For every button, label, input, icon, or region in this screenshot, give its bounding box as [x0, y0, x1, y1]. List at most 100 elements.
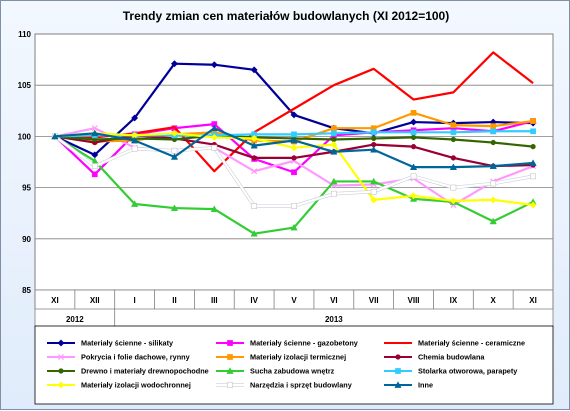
data-point: [410, 173, 417, 180]
year-label-2012: 2012: [66, 315, 84, 324]
data-point: [529, 201, 537, 209]
legend-label: Materiały ścienne - silikaty: [81, 339, 174, 348]
data-point: [210, 133, 218, 141]
data-point: [291, 131, 297, 138]
y-tick-label: 95: [22, 184, 31, 193]
legend-marker: [57, 339, 65, 347]
legend-label: Narzędzia i sprzęt budowlany: [250, 381, 353, 390]
data-point: [130, 200, 139, 207]
data-point: [530, 128, 536, 135]
legend-item-4: Pokrycia i folie dachowe, rynny: [47, 353, 191, 362]
legend: Materiały ścienne - silikaty Materiały śc…: [47, 339, 525, 390]
year-label-2013: 2013: [325, 315, 343, 324]
data-point: [450, 184, 457, 191]
data-point: [409, 192, 418, 200]
x-tick-label: IV: [250, 296, 258, 305]
data-point: [489, 217, 497, 225]
y-tick-label: 110: [18, 30, 31, 39]
legend-label: Materiały izolacji termicznej: [250, 353, 346, 362]
data-point: [370, 177, 378, 185]
y-tick-label: 100: [18, 132, 32, 141]
y-tick-label: 105: [18, 81, 32, 90]
data-point: [91, 163, 98, 169]
data-point: [410, 134, 417, 141]
data-point: [291, 203, 297, 209]
data-point: [450, 122, 457, 128]
legend-marker: [394, 381, 402, 388]
legend-item-3: Materiały ścienne - ceramiczne: [384, 339, 525, 348]
data-point: [210, 205, 218, 212]
data-point: [450, 155, 457, 161]
x-tick-label: VIII: [408, 296, 420, 305]
data-point: [91, 171, 98, 178]
legend-item-8: Sucha zabudowa wnętrz: [216, 367, 335, 376]
data-point: [409, 163, 418, 170]
legend-marker: [395, 354, 401, 360]
series-12: [51, 124, 537, 170]
legend-item-5: Materiały izolacji termicznej: [216, 353, 346, 362]
legend-marker: [395, 368, 401, 374]
legend-label: Materiały izolacji wodochronnej: [81, 381, 191, 390]
data-point: [370, 145, 378, 153]
data-point: [370, 188, 377, 195]
data-point: [410, 143, 417, 150]
data-point: [290, 223, 298, 231]
x-tick-label: XI: [51, 296, 59, 305]
data-point: [131, 114, 139, 122]
data-point: [170, 60, 179, 68]
data-point: [251, 168, 258, 175]
x-tick-label: X: [491, 296, 497, 305]
legend-marker: [227, 340, 233, 346]
data-point: [251, 155, 257, 161]
data-point: [171, 147, 178, 154]
legend-label: Stolarka otworowa, parapety: [418, 367, 518, 376]
data-point: [370, 129, 377, 136]
data-point: [330, 177, 338, 185]
data-point: [490, 180, 497, 187]
data-point: [410, 129, 417, 136]
data-point: [131, 145, 138, 152]
data-point: [330, 125, 337, 132]
data-point: [450, 136, 457, 143]
data-point: [170, 153, 179, 160]
x-tick-label: V: [291, 296, 297, 305]
data-point: [330, 190, 337, 197]
series-group: [51, 51, 537, 237]
data-point: [290, 136, 298, 144]
data-point: [130, 136, 139, 144]
legend-item-9: Stolarka otworowa, parapety: [384, 367, 518, 376]
legend-label: Drewno i materiały drewnopochodne: [81, 367, 209, 376]
legend-item-7: Drewno i materiały drewnopochodne: [47, 367, 209, 376]
data-point: [210, 124, 218, 132]
data-point: [530, 173, 536, 180]
data-point: [251, 203, 258, 209]
data-point: [449, 163, 458, 170]
legend-item-2: Materiały ścienne - gazobetony: [216, 339, 359, 348]
data-point: [529, 159, 537, 166]
data-point: [51, 132, 59, 140]
data-point: [370, 196, 378, 204]
x-tick-label: VI: [330, 296, 338, 305]
legend-item-10: Materiały izolacji wodochronnej: [47, 381, 191, 390]
data-point: [210, 61, 218, 69]
data-point: [290, 144, 298, 152]
legend-marker: [57, 353, 65, 361]
legend-label: Inne: [418, 381, 433, 390]
legend-item-11: Narzędzia i sprzęt budowlany: [216, 381, 353, 390]
legend-label: Chemia budowlana: [418, 353, 485, 362]
series-11: [52, 133, 536, 209]
data-point: [250, 66, 258, 74]
x-tick-label: XII: [90, 296, 100, 305]
x-tick-label: II: [172, 296, 176, 305]
data-point: [490, 139, 496, 146]
legend-label: Pokrycia i folie dachowe, rynny: [81, 353, 191, 362]
data-point: [170, 129, 179, 137]
data-point: [291, 169, 297, 176]
data-point: [250, 141, 258, 149]
data-point: [489, 162, 497, 169]
y-tick-label: 90: [22, 235, 31, 244]
data-point: [530, 143, 536, 150]
